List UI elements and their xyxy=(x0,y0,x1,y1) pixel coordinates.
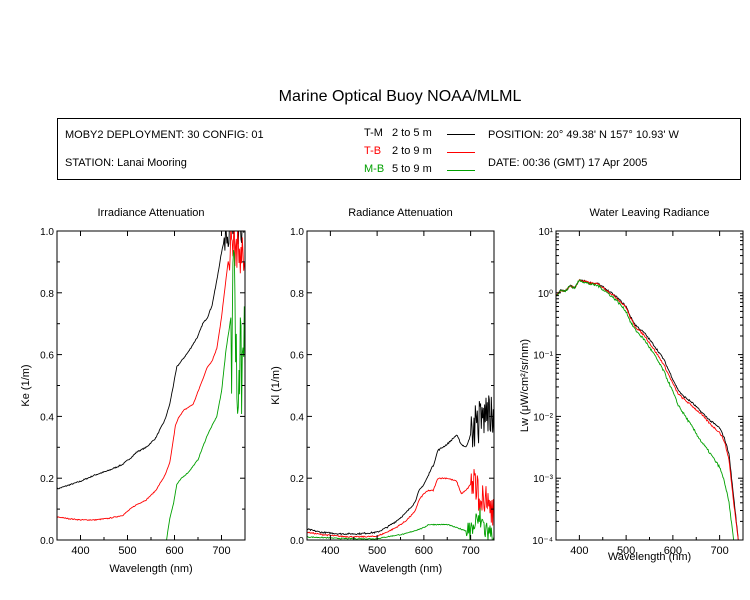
x-tick-label: 700 xyxy=(710,545,728,557)
info-box: MOBY2 DEPLOYMENT: 30 CONFIG: 01 STATION:… xyxy=(57,118,741,180)
y-tick-label: 0.6 xyxy=(40,351,54,362)
y-tick-label: 0.8 xyxy=(290,289,304,300)
y-tick-label: 0.2 xyxy=(40,474,54,485)
y-tick-label: 0.6 xyxy=(290,351,304,362)
x-tick-label: 400 xyxy=(71,545,89,557)
page-title: Marine Optical Buoy NOAA/MLML xyxy=(278,88,522,105)
y-tick-label: 0.2 xyxy=(290,474,304,485)
y-tick-label: 0.8 xyxy=(40,289,54,300)
date-text: DATE: 00:36 (GMT) 17 Apr 2005 xyxy=(488,157,648,169)
legend-range-tb: 2 to 9 m xyxy=(392,145,432,157)
y-tick-label: 10⁻² xyxy=(533,412,553,423)
x-axis-label: Wavelength (nm) xyxy=(608,551,691,563)
y-axis-label: Lw (μW/cm²/sr/nm) xyxy=(519,339,531,432)
series-line-t-m xyxy=(556,279,739,540)
deployment-text: MOBY2 DEPLOYMENT: 30 CONFIG: 01 xyxy=(65,129,264,141)
y-tick-label: 0.4 xyxy=(290,412,304,423)
station-text: STATION: Lanai Mooring xyxy=(65,157,187,169)
legend-range-mb: 5 to 9 m xyxy=(392,163,432,175)
x-tick-label: 400 xyxy=(321,545,339,557)
x-tick-label: 600 xyxy=(664,545,682,557)
legend-code-mb: M-B xyxy=(364,163,385,175)
y-tick-label: 10⁻¹ xyxy=(533,351,553,362)
x-tick-label: 500 xyxy=(617,545,635,557)
plot-frame xyxy=(306,230,495,541)
y-axis-label: Kl (1/m) xyxy=(270,366,282,405)
series-line-m-b xyxy=(307,507,494,540)
y-tick-label: 0.0 xyxy=(40,536,54,547)
legend-code-tb: T-B xyxy=(364,145,382,157)
y-tick-label: 1.0 xyxy=(290,227,304,238)
y-tick-label: 10¹ xyxy=(539,227,554,238)
y-tick-label: 10⁰ xyxy=(538,289,553,300)
series-line-t-b xyxy=(556,278,739,540)
x-tick-label: 700 xyxy=(461,545,479,557)
series-line-t-m xyxy=(57,231,245,490)
x-tick-label: 500 xyxy=(118,545,136,557)
series-line-t-b xyxy=(307,469,494,538)
y-tick-label: 0.0 xyxy=(290,536,304,547)
chart-title: Irradiance Attenuation xyxy=(97,207,204,219)
x-tick-label: 400 xyxy=(570,545,588,557)
plot-frame xyxy=(555,230,744,541)
series-line-t-b xyxy=(57,231,245,521)
position-text: POSITION: 20° 49.38' N 157° 10.93' W xyxy=(488,129,679,141)
legend-code-tm: T-M xyxy=(364,127,383,139)
legend-range-tm: 2 to 5 m xyxy=(392,127,432,139)
legend-line-mb xyxy=(447,170,475,171)
x-tick-label: 500 xyxy=(368,545,386,557)
chart-title: Radiance Attenuation xyxy=(348,207,453,219)
series-line-t-m xyxy=(307,395,494,536)
x-tick-label: 600 xyxy=(165,545,183,557)
plot-frame xyxy=(56,230,246,541)
x-tick-label: 700 xyxy=(212,545,230,557)
x-axis-label: Wavelength (nm) xyxy=(359,563,442,575)
y-tick-label: 1.0 xyxy=(40,227,54,238)
legend-line-tb xyxy=(447,152,475,153)
chart-title: Water Leaving Radiance xyxy=(589,207,709,219)
y-tick-label: 10⁻³ xyxy=(533,474,553,485)
x-tick-label: 600 xyxy=(415,545,433,557)
y-axis-label: Ke (1/m) xyxy=(20,364,32,406)
y-tick-label: 10⁻⁴ xyxy=(532,536,553,547)
series-line-m-b xyxy=(166,250,245,540)
x-axis-label: Wavelength (nm) xyxy=(109,563,192,575)
series-line-m-b xyxy=(556,279,735,540)
legend-line-tm xyxy=(447,134,475,135)
y-tick-label: 0.4 xyxy=(40,412,54,423)
